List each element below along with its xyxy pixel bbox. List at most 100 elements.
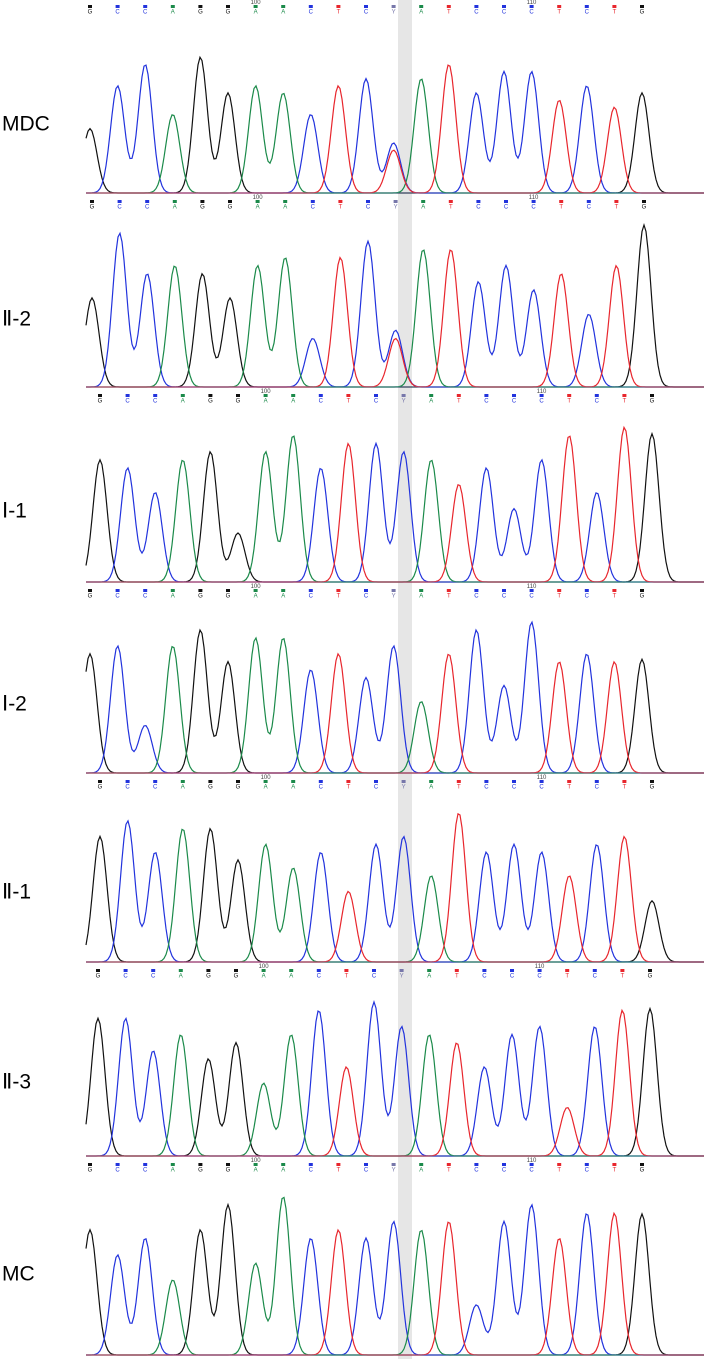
base-mark	[96, 969, 100, 972]
base-mark	[584, 5, 589, 8]
base-call: Y	[392, 10, 396, 16]
base-call: T	[347, 785, 351, 791]
position-number: 110	[537, 775, 547, 781]
base-mark	[504, 200, 508, 203]
base-call: Y	[400, 974, 404, 980]
base-call: C	[123, 974, 128, 980]
base-mark	[567, 780, 572, 783]
base-mark	[448, 200, 453, 203]
base-call: C	[474, 1168, 479, 1174]
trace	[86, 1008, 704, 1157]
base-call: G	[650, 785, 655, 791]
base-mark	[456, 394, 461, 397]
base-call: C	[476, 205, 481, 211]
base-call: C	[537, 974, 542, 980]
base-call: C	[484, 399, 489, 405]
base-call: C	[502, 594, 507, 600]
base-mark	[476, 200, 481, 203]
base-mark	[612, 1163, 617, 1166]
trace	[86, 231, 704, 388]
base-call: C	[474, 10, 479, 16]
trace	[86, 620, 704, 774]
base-mark	[391, 1163, 396, 1166]
base-mark	[336, 5, 341, 8]
base-call: A	[419, 594, 423, 600]
base-mark	[559, 200, 564, 203]
base-mark	[117, 200, 122, 203]
trace	[86, 1000, 704, 1157]
sample-label: Ⅱ-1	[2, 881, 31, 904]
base-mark	[308, 589, 313, 592]
base-call: C	[595, 785, 600, 791]
trace	[86, 1034, 704, 1157]
base-mark	[198, 5, 203, 8]
base-mark	[88, 5, 92, 8]
base-mark	[226, 589, 230, 592]
base-mark	[401, 780, 406, 783]
base-mark	[474, 589, 479, 592]
base-call: G	[208, 785, 213, 791]
base-mark	[145, 200, 150, 203]
base-mark	[170, 589, 175, 592]
trace	[86, 64, 704, 194]
base-mark	[622, 394, 627, 397]
base-call: C	[595, 399, 600, 405]
base-call: C	[309, 594, 314, 600]
base-mark	[456, 780, 461, 783]
base-mark	[261, 969, 266, 972]
position-number: 100	[251, 1158, 262, 1164]
base-call: G	[200, 205, 205, 211]
base-mark	[419, 5, 424, 8]
base-mark	[374, 394, 378, 397]
base-call: C	[125, 399, 130, 405]
base-mark	[650, 780, 654, 783]
base-call: C	[151, 974, 156, 980]
base-call: C	[474, 594, 479, 600]
base-call: T	[557, 10, 561, 16]
base-mark	[512, 780, 516, 783]
base-call: A	[419, 10, 423, 16]
base-mark	[308, 1163, 313, 1166]
base-mark	[614, 200, 619, 203]
base-mark	[98, 394, 102, 397]
base-call: A	[179, 974, 183, 980]
base-call: G	[206, 974, 211, 980]
base-call: C	[366, 205, 371, 211]
highlight-column	[398, 0, 412, 1359]
base-call: A	[281, 1168, 285, 1174]
base-mark	[512, 394, 516, 397]
base-mark	[308, 5, 313, 8]
base-mark	[178, 969, 183, 972]
base-call: C	[143, 10, 148, 16]
base-mark	[289, 969, 294, 972]
base-mark	[391, 5, 396, 8]
base-call: A	[264, 399, 268, 405]
base-mark	[502, 5, 506, 8]
base-mark	[529, 1163, 534, 1166]
base-mark	[125, 394, 130, 397]
base-mark	[153, 780, 158, 783]
base-call: C	[319, 785, 324, 791]
base-call: C	[585, 1168, 590, 1174]
base-mark	[234, 969, 238, 972]
base-call: Y	[392, 1168, 396, 1174]
base-call: C	[374, 785, 379, 791]
base-call: C	[145, 205, 150, 211]
base-call: A	[181, 785, 185, 791]
base-call: T	[567, 785, 571, 791]
base-mark	[429, 780, 434, 783]
base-call: C	[593, 974, 598, 980]
position-number: 110	[527, 0, 537, 6]
base-call: A	[429, 399, 433, 405]
base-call: T	[447, 10, 451, 16]
base-mark	[586, 200, 591, 203]
base-call: A	[181, 399, 185, 405]
base-call: C	[502, 10, 507, 16]
base-call: A	[254, 1168, 258, 1174]
trace	[86, 435, 704, 583]
base-call: C	[585, 594, 590, 600]
base-mark	[115, 1163, 120, 1166]
base-call: C	[482, 974, 487, 980]
base-mark	[336, 589, 341, 592]
trace	[86, 425, 704, 583]
